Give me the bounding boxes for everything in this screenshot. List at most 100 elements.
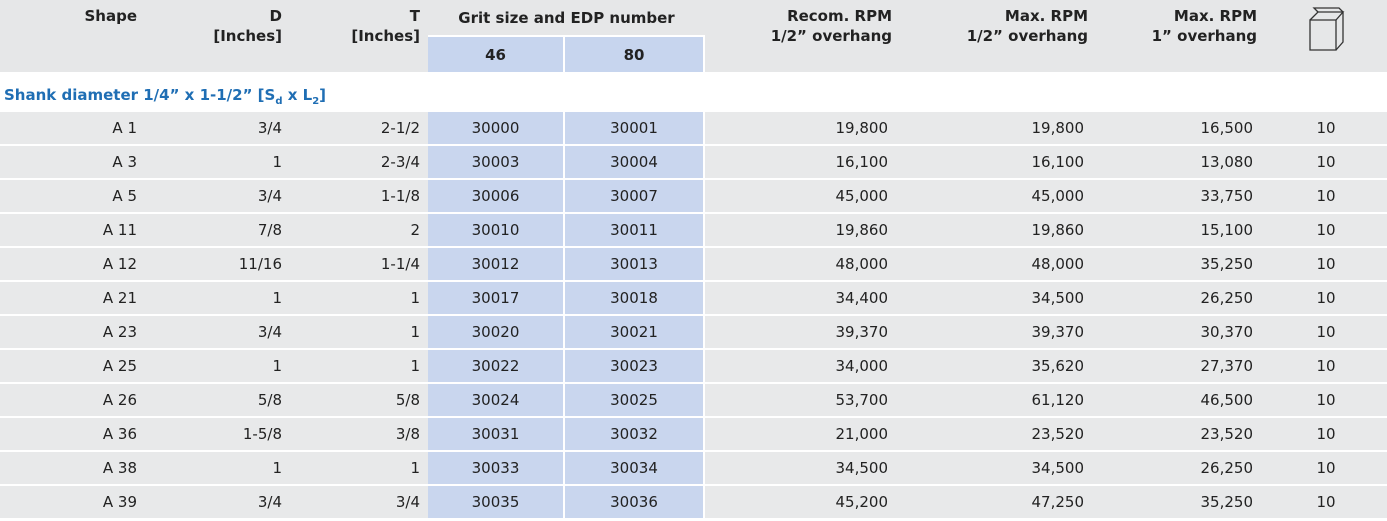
cell: 48,000 bbox=[705, 248, 901, 282]
cell: 30,370 bbox=[1096, 316, 1266, 350]
cell: 3/4 bbox=[145, 180, 290, 214]
cell: 30003 bbox=[428, 146, 565, 180]
header-text: [Inches] bbox=[213, 27, 282, 45]
cell: 30017 bbox=[428, 282, 565, 316]
cell: 1 bbox=[290, 452, 428, 486]
cell: 3/4 bbox=[145, 316, 290, 350]
cell: 45,000 bbox=[705, 180, 901, 214]
cell: 26,250 bbox=[1096, 452, 1266, 486]
header-row: 46 80 bbox=[0, 37, 1387, 74]
cell: 30013 bbox=[565, 248, 706, 282]
header-cell: 80 bbox=[565, 37, 706, 74]
cell: 34,500 bbox=[705, 452, 901, 486]
cell: 26,250 bbox=[1096, 282, 1266, 316]
cell: 30031 bbox=[428, 418, 565, 452]
cell: 30034 bbox=[565, 452, 706, 486]
cell: 1-5/8 bbox=[145, 418, 290, 452]
data-row: A 25 1 1 30022 30023 34,000 35,620 27,370 10 bbox=[0, 350, 1387, 384]
header-text: Grit size and EDP number bbox=[458, 9, 675, 27]
cell: 10 bbox=[1265, 486, 1387, 520]
cell: 1 bbox=[145, 350, 290, 384]
cell: 30023 bbox=[565, 350, 706, 384]
header-cell: T [Inches] bbox=[290, 0, 428, 74]
data-row: A 38 1 1 30033 30034 34,500 34,500 26,250 10 bbox=[0, 452, 1387, 486]
cell: 10 bbox=[1265, 282, 1387, 316]
cell: 34,000 bbox=[705, 350, 901, 384]
cell: 30032 bbox=[565, 418, 706, 452]
data-row: A 21 1 1 30017 30018 34,400 34,500 26,250 10 bbox=[0, 282, 1387, 316]
cell: 30006 bbox=[428, 180, 565, 214]
cell: 1 bbox=[145, 146, 290, 180]
cell: A 21 bbox=[0, 282, 145, 316]
cell: 2 bbox=[290, 214, 428, 248]
data-row: A 36 1-5/8 3/8 30031 30032 21,000 23,520 23,520… bbox=[0, 418, 1387, 452]
cell: 47,250 bbox=[900, 486, 1097, 520]
cell: 27,370 bbox=[1096, 350, 1266, 384]
cell: A 1 bbox=[0, 112, 145, 146]
cell: 53,700 bbox=[705, 384, 901, 418]
cell: 10 bbox=[1265, 452, 1387, 486]
cell: 10 bbox=[1265, 350, 1387, 384]
header-text: 80 bbox=[623, 46, 645, 64]
header-text: [Inches] bbox=[351, 27, 420, 45]
cell: 48,000 bbox=[900, 248, 1097, 282]
cell: 30022 bbox=[428, 350, 565, 384]
header-cell: 46 bbox=[428, 37, 565, 74]
header-cell: Recom. RPM 1/2” overhang bbox=[705, 0, 901, 74]
cell: 10 bbox=[1265, 112, 1387, 146]
cell: 35,620 bbox=[900, 350, 1097, 384]
cell: 61,120 bbox=[900, 384, 1097, 418]
cell: 30001 bbox=[565, 112, 706, 146]
cell: 2-1/2 bbox=[290, 112, 428, 146]
cell: 23,520 bbox=[900, 418, 1097, 452]
cell: 30004 bbox=[565, 146, 706, 180]
header-text: Shape bbox=[84, 7, 137, 25]
cell: 11/16 bbox=[145, 248, 290, 282]
cell: 5/8 bbox=[290, 384, 428, 418]
cell: 16,100 bbox=[705, 146, 901, 180]
section-title: Shank diameter 1/4” x 1-1/2” [Sd x L2] bbox=[0, 74, 1387, 112]
header-text: D bbox=[269, 7, 282, 25]
cell: 10 bbox=[1265, 316, 1387, 350]
cell: 35,250 bbox=[1096, 248, 1266, 282]
cell: A 36 bbox=[0, 418, 145, 452]
cell: 23,520 bbox=[1096, 418, 1266, 452]
header-cell: Max. RPM 1/2” overhang bbox=[900, 0, 1097, 74]
cell: 7/8 bbox=[145, 214, 290, 248]
box-icon bbox=[1309, 7, 1345, 51]
header-cell: D [Inches] bbox=[145, 0, 290, 74]
cell: 46,500 bbox=[1096, 384, 1266, 418]
cell: 3/4 bbox=[290, 486, 428, 520]
cell: 2-3/4 bbox=[290, 146, 428, 180]
data-row: A 23 3/4 1 30020 30021 39,370 39,370 30,370 10 bbox=[0, 316, 1387, 350]
section-row: Shank diameter 1/4” x 1-1/2” [Sd x L2] bbox=[0, 74, 1387, 112]
header-text: T bbox=[409, 7, 420, 25]
cell: 15,100 bbox=[1096, 214, 1266, 248]
cell: 1-1/4 bbox=[290, 248, 428, 282]
section-text: 2 bbox=[312, 95, 320, 107]
cell: 5/8 bbox=[145, 384, 290, 418]
cell: 10 bbox=[1265, 248, 1387, 282]
data-row: A 11 7/8 2 30010 30011 19,860 19,860 15,100 10 bbox=[0, 214, 1387, 248]
cell: 30011 bbox=[565, 214, 706, 248]
cell: 10 bbox=[1265, 180, 1387, 214]
header-cell: Shape bbox=[0, 0, 145, 74]
cell: 19,860 bbox=[900, 214, 1097, 248]
cell: 3/4 bbox=[145, 486, 290, 520]
section-text: d bbox=[275, 95, 283, 107]
cell: A 23 bbox=[0, 316, 145, 350]
cell: 33,750 bbox=[1096, 180, 1266, 214]
data-row: A 1 3/4 2-1/2 30000 30001 19,800 19,800 16,500 1… bbox=[0, 112, 1387, 146]
cell: 30010 bbox=[428, 214, 565, 248]
header-text: 1/2” overhang bbox=[966, 27, 1089, 45]
header-cell: Max. RPM 1” overhang bbox=[1096, 0, 1266, 74]
cell: 1 bbox=[290, 350, 428, 384]
section-text: Shank diameter 1/4” x 1-1/2” [S bbox=[4, 85, 276, 104]
cell: A 26 bbox=[0, 384, 145, 418]
cell: 45,200 bbox=[705, 486, 901, 520]
cell: 34,500 bbox=[900, 452, 1097, 486]
cell: 30012 bbox=[428, 248, 565, 282]
cell: A 3 bbox=[0, 146, 145, 180]
cell: 30000 bbox=[428, 112, 565, 146]
